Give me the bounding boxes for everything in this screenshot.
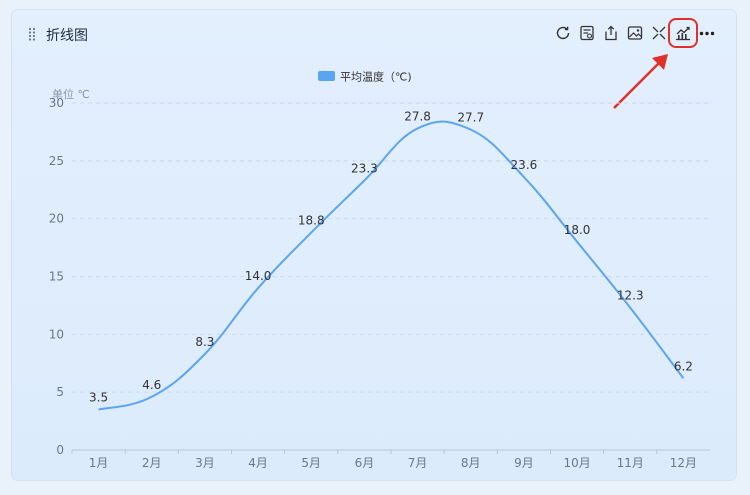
data-label: 27.8	[404, 109, 431, 123]
data-label: 3.5	[89, 391, 108, 405]
x-tick-label: 4月	[248, 456, 268, 470]
chart-toolbar	[554, 18, 716, 48]
x-tick-label: 6月	[355, 456, 375, 470]
card-header: 折线图	[12, 10, 736, 58]
data-label: 23.6	[511, 158, 538, 172]
data-label: 8.3	[195, 335, 214, 349]
data-label: 27.7	[457, 111, 484, 125]
more-icon	[699, 31, 715, 36]
save-image-button[interactable]	[626, 24, 644, 42]
x-tick-label: 10月	[563, 456, 590, 470]
x-tick-label: 12月	[670, 456, 697, 470]
x-tick-label: 2月	[142, 456, 162, 470]
data-label: 18.0	[564, 223, 591, 237]
series-line	[98, 120, 685, 411]
trend-chart-icon	[676, 26, 690, 41]
more-button[interactable]	[698, 24, 716, 42]
chart-title: 折线图	[46, 28, 88, 44]
data-label: 4.6	[142, 378, 161, 392]
save-image-icon	[627, 26, 643, 40]
y-tick-label: 10	[49, 327, 64, 341]
x-tick-label: 9月	[514, 456, 534, 470]
x-tick-label: 8月	[461, 456, 481, 470]
export-button[interactable]	[602, 24, 620, 42]
refresh-icon	[556, 26, 570, 40]
x-tick-label: 7月	[408, 456, 428, 470]
data-view-icon	[580, 25, 594, 41]
drag-handle-icon[interactable]	[28, 27, 36, 41]
x-tick-label: 1月	[89, 456, 109, 470]
y-tick-label: 5	[56, 385, 64, 399]
export-icon	[605, 25, 617, 41]
x-tick-label: 11月	[617, 456, 644, 470]
fullscreen-icon	[652, 26, 666, 40]
data-view-button[interactable]	[578, 24, 596, 42]
x-tick-label: 3月	[195, 456, 215, 470]
refresh-button[interactable]	[554, 24, 572, 42]
data-label: 14.0	[245, 269, 272, 283]
y-tick-label: 15	[49, 270, 64, 284]
y-tick-label: 0	[56, 443, 64, 457]
data-label: 6.2	[674, 359, 693, 373]
x-tick-label: 5月	[301, 456, 321, 470]
data-label: 18.8	[298, 214, 325, 228]
legend-label: 平均温度（℃)	[340, 70, 412, 84]
y-axis-unit-label: 单位 ℃	[52, 87, 90, 101]
fullscreen-button[interactable]	[650, 24, 668, 42]
trend-chart-button[interactable]	[668, 18, 698, 48]
y-tick-label: 25	[49, 154, 64, 168]
data-label: 23.3	[351, 161, 378, 175]
data-label: 12.3	[617, 289, 644, 303]
y-tick-label: 20	[49, 212, 64, 226]
y-tick-label: 30	[49, 96, 64, 110]
legend-swatch	[318, 71, 335, 81]
